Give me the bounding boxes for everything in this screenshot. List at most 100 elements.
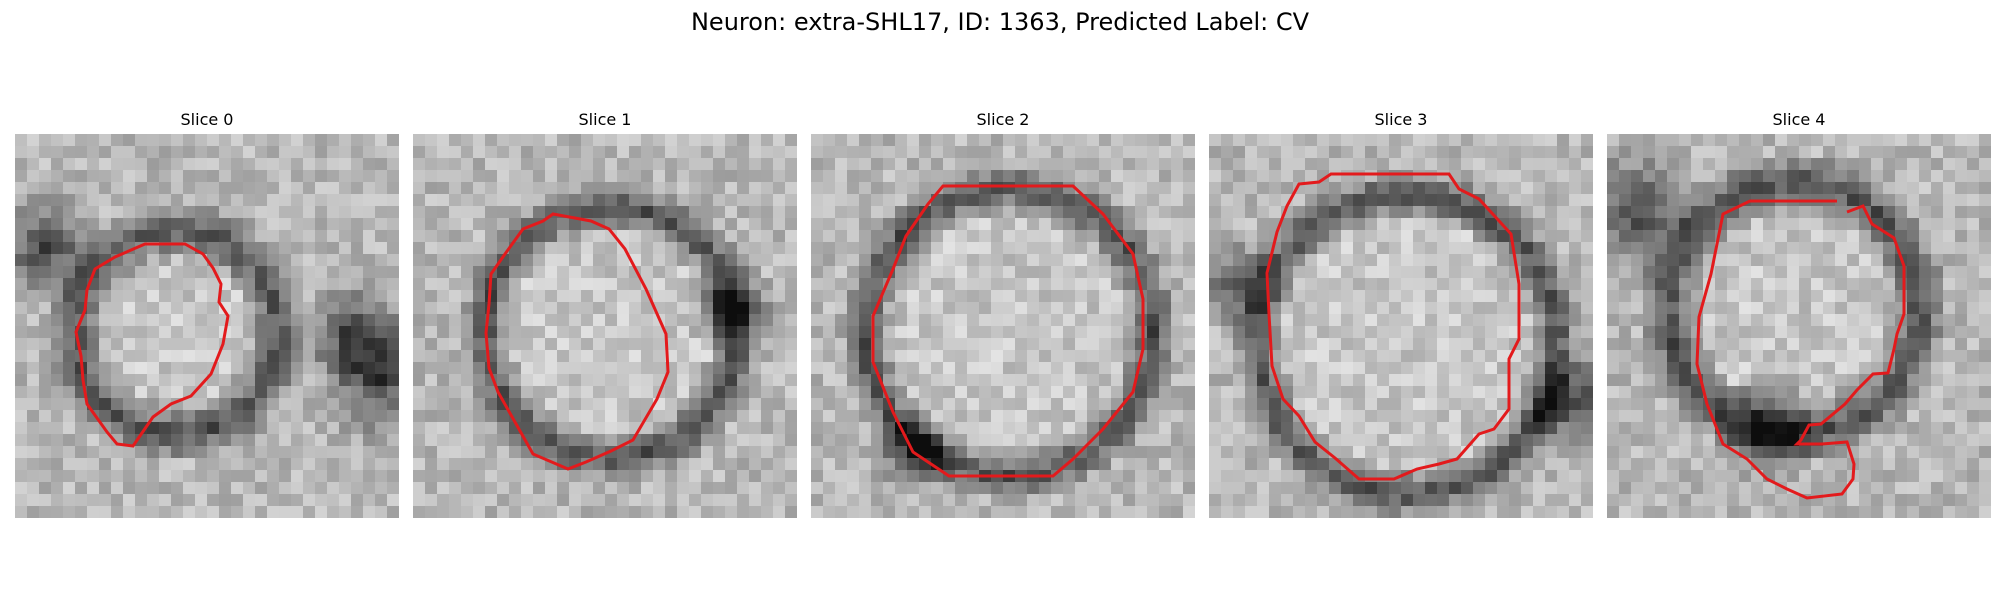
- pixel-cell: [387, 374, 399, 386]
- pixel-cell: [1221, 338, 1233, 350]
- pixel-cell: [1221, 254, 1233, 266]
- pixel-cell: [1293, 146, 1305, 158]
- pixel-cell: [1377, 170, 1389, 182]
- pixel-cell: [1353, 206, 1365, 218]
- pixel-cell: [641, 506, 653, 518]
- pixel-cell: [1317, 218, 1329, 230]
- pixel-cell: [147, 278, 159, 290]
- pixel-cell: [979, 506, 991, 518]
- pixel-cell: [1883, 302, 1895, 314]
- pixel-cell: [1823, 314, 1835, 326]
- pixel-cell: [1281, 374, 1293, 386]
- pixel-cell: [1521, 194, 1533, 206]
- pixel-cell: [123, 134, 135, 146]
- pixel-cell: [63, 470, 75, 482]
- pixel-cell: [449, 374, 461, 386]
- pixel-cell: [363, 206, 375, 218]
- pixel-cell: [1209, 410, 1221, 422]
- pixel-cell: [1799, 326, 1811, 338]
- pixel-cell: [1461, 374, 1473, 386]
- pixel-cell: [689, 398, 701, 410]
- pixel-cell: [1413, 134, 1425, 146]
- pixel-cell: [919, 338, 931, 350]
- pixel-cell: [279, 146, 291, 158]
- pixel-cell: [1679, 326, 1691, 338]
- pixel-cell: [1557, 338, 1569, 350]
- pixel-cell: [243, 458, 255, 470]
- pixel-cell: [895, 506, 907, 518]
- pixel-cell: [1775, 386, 1787, 398]
- pixel-cell: [303, 302, 315, 314]
- pixel-cell: [823, 266, 835, 278]
- pixel-cell: [835, 170, 847, 182]
- pixel-cell: [1775, 410, 1787, 422]
- pixel-cell: [1895, 350, 1907, 362]
- pixel-cell: [835, 182, 847, 194]
- pixel-cell: [847, 338, 859, 350]
- pixel-cell: [1473, 278, 1485, 290]
- pixel-cell: [979, 338, 991, 350]
- pixel-cell: [1557, 242, 1569, 254]
- pixel-cell: [267, 278, 279, 290]
- pixel-cell: [1943, 170, 1955, 182]
- pixel-cell: [413, 314, 425, 326]
- pixel-cell: [1111, 266, 1123, 278]
- pixel-cell: [15, 230, 27, 242]
- pixel-cell: [387, 386, 399, 398]
- pixel-cell: [1715, 170, 1727, 182]
- pixel-cell: [1075, 494, 1087, 506]
- pixel-cell: [1413, 350, 1425, 362]
- pixel-cell: [1871, 326, 1883, 338]
- pixel-cell: [955, 278, 967, 290]
- pixel-cell: [1449, 302, 1461, 314]
- pixel-cell: [1027, 146, 1039, 158]
- pixel-cell: [931, 302, 943, 314]
- pixel-cell: [1039, 350, 1051, 362]
- pixel-cell: [1389, 134, 1401, 146]
- pixel-cell: [1159, 434, 1171, 446]
- pixel-cell: [533, 146, 545, 158]
- pixel-cell: [1305, 218, 1317, 230]
- pixel-cell: [219, 362, 231, 374]
- pixel-cell: [1329, 218, 1341, 230]
- pixel-cell: [1317, 278, 1329, 290]
- pixel-cell: [701, 278, 713, 290]
- pixel-cell: [1461, 254, 1473, 266]
- pixel-cell: [219, 482, 231, 494]
- pixel-cell: [315, 134, 327, 146]
- pixel-cell: [847, 134, 859, 146]
- pixel-cell: [653, 338, 665, 350]
- pixel-cell: [979, 206, 991, 218]
- pixel-cell: [1967, 338, 1979, 350]
- pixel-cell: [303, 494, 315, 506]
- pixel-cell: [713, 158, 725, 170]
- pixel-cell: [713, 278, 725, 290]
- pixel-cell: [773, 170, 785, 182]
- pixel-cell: [737, 470, 749, 482]
- pixel-cell: [1955, 158, 1967, 170]
- pixel-cell: [449, 182, 461, 194]
- pixel-cell: [1775, 230, 1787, 242]
- pixel-cell: [761, 206, 773, 218]
- pixel-cell: [967, 338, 979, 350]
- pixel-cell: [255, 374, 267, 386]
- pixel-cell: [1751, 170, 1763, 182]
- pixel-cell: [171, 374, 183, 386]
- pixel-cell: [1967, 278, 1979, 290]
- pixel-cell: [1943, 422, 1955, 434]
- pixel-cell: [413, 410, 425, 422]
- pixel-cell: [39, 314, 51, 326]
- pixel-cell: [1545, 230, 1557, 242]
- pixel-cell: [811, 302, 823, 314]
- pixel-cell: [1353, 170, 1365, 182]
- pixel-cell: [871, 470, 883, 482]
- pixel-cell: [713, 470, 725, 482]
- pixel-cell: [1871, 170, 1883, 182]
- pixel-cell: [99, 386, 111, 398]
- pixel-cell: [823, 338, 835, 350]
- pixel-cell: [509, 326, 521, 338]
- pixel-cell: [835, 146, 847, 158]
- pixel-cell: [1607, 326, 1619, 338]
- pixel-cell: [1353, 266, 1365, 278]
- pixel-cell: [39, 278, 51, 290]
